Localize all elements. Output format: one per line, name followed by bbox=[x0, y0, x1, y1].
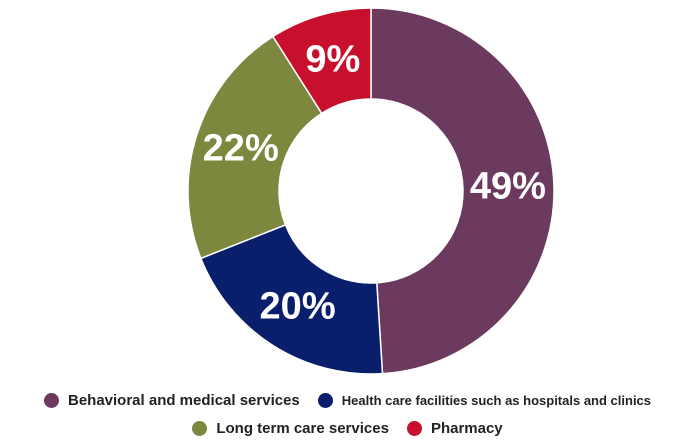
donut-chart: 49% 20% 22% 9% bbox=[187, 7, 555, 375]
legend-swatch-long-term-care bbox=[192, 421, 208, 436]
legend-label-pharmacy: Pharmacy bbox=[430, 420, 503, 437]
legend-item-health-care-facilities: Health care facilities such as hospitals… bbox=[317, 393, 652, 408]
slice-health-care-facilities bbox=[199, 223, 384, 375]
slice-behavioral bbox=[370, 7, 555, 375]
slice-label-health-care-facilities: 20% bbox=[260, 286, 336, 328]
legend-label-health-care-facilities: Health care facilities such as hospitals… bbox=[341, 393, 652, 408]
legend-label-behavioral: Behavioral and medical services bbox=[67, 392, 300, 409]
legend-label-long-term-care: Long term care services bbox=[216, 420, 389, 437]
slice-long-term-care bbox=[187, 35, 323, 260]
legend-row-1: Behavioral and medical services Health c… bbox=[0, 392, 695, 409]
legend-swatch-behavioral bbox=[43, 393, 59, 408]
slice-pharmacy bbox=[271, 7, 372, 115]
legend-row-2: Long term care services Pharmacy bbox=[0, 420, 695, 437]
legend-item-pharmacy: Pharmacy bbox=[406, 420, 503, 437]
slice-label-long-term-care: 22% bbox=[203, 128, 279, 170]
slice-label-behavioral: 49% bbox=[470, 166, 546, 208]
legend-item-long-term-care: Long term care services bbox=[192, 420, 389, 437]
legend-swatch-health-care-facilities bbox=[317, 393, 333, 408]
legend-item-behavioral: Behavioral and medical services bbox=[43, 392, 300, 409]
legend-swatch-pharmacy bbox=[406, 421, 422, 436]
slice-label-pharmacy: 9% bbox=[305, 38, 360, 80]
